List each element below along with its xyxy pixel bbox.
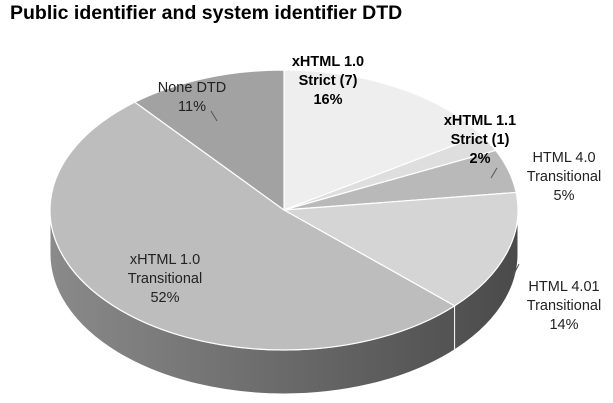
label-leader-line xyxy=(210,110,218,122)
slice-label-5: None DTD 11% xyxy=(158,80,227,115)
slice-label-4: xHTML 1.0 Transitional 52% xyxy=(128,252,202,306)
pie-labels: xHTML 1.0 Strict (7) 16% xHTML 1.1 Strict (1… xyxy=(128,54,601,333)
label-leader-line xyxy=(512,263,520,277)
slice-label-2: HTML 4.0 Transitional 5% xyxy=(527,150,601,204)
slice-label-0: xHTML 1.0 Strict (7) 16% xyxy=(292,54,364,108)
pie-slices xyxy=(49,69,519,351)
pie-slice-5 xyxy=(133,69,285,212)
pie-slice-4 xyxy=(49,101,456,351)
chart-title: Public identifier and system identifier … xyxy=(10,2,403,24)
pie-slice-0 xyxy=(283,69,483,211)
pie-slice-3 xyxy=(281,191,519,307)
slice-label-1: xHTML 1.1 Strict (1) 2% xyxy=(444,113,516,167)
label-leader-line xyxy=(490,167,498,179)
slice-label-3: HTML 4.01 Transitional 14% xyxy=(527,279,601,333)
